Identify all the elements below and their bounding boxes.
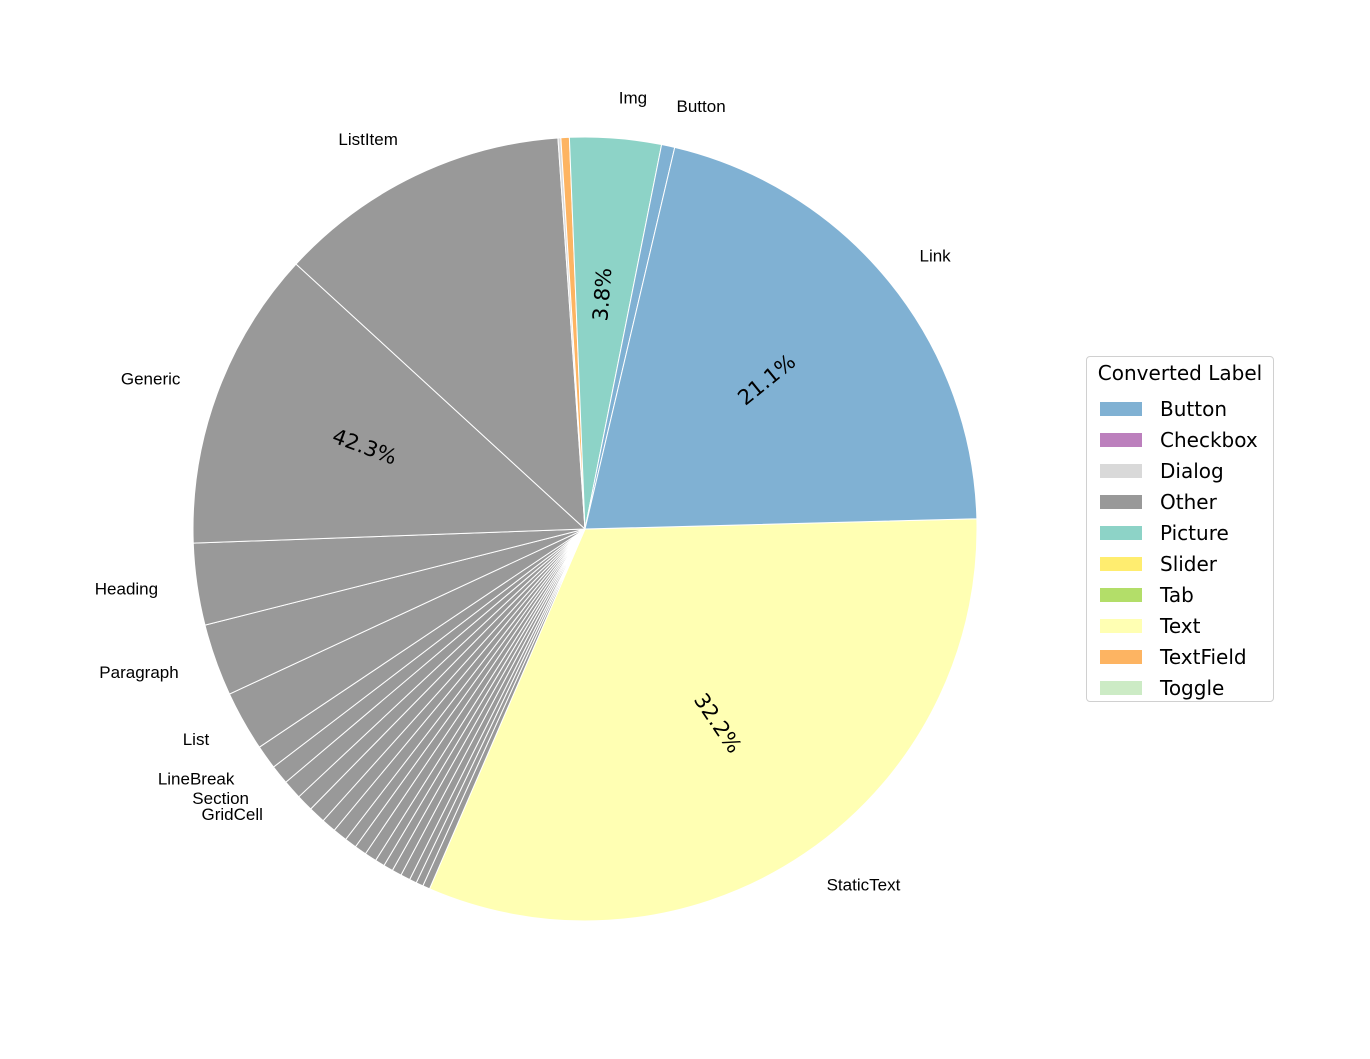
legend-label-dialog: Dialog [1160, 458, 1224, 483]
legend-label-other: Other [1160, 489, 1217, 514]
legend-swatch-text [1100, 618, 1142, 633]
legend-item-tab: Tab [1100, 579, 1258, 610]
slice-label-paragraph: Paragraph [99, 663, 178, 682]
legend-item-textfield: TextField [1100, 641, 1258, 672]
slice-label-listitem: ListItem [338, 130, 398, 149]
legend-swatch-toggle [1100, 680, 1142, 695]
pie-slice-statictext [428, 518, 978, 922]
legend-item-picture: Picture [1100, 517, 1258, 548]
legend-label-slider: Slider [1160, 551, 1218, 576]
percent-label-img: 3.8% [588, 267, 616, 322]
legend-item-button: Button [1100, 393, 1258, 424]
legend-swatch-checkbox [1100, 432, 1142, 447]
slice-label-generic: Generic [121, 369, 181, 388]
slice-label-section: Section [192, 789, 249, 808]
legend-label-tab: Tab [1160, 582, 1194, 607]
legend-list: Button Checkbox Dialog Other Picture Slider Ta… [1100, 393, 1258, 703]
legend-item-text: Text [1100, 610, 1258, 641]
legend-swatch-slider [1100, 556, 1142, 571]
slice-label-heading: Heading [95, 579, 158, 598]
legend-label-textfield: TextField [1160, 644, 1247, 669]
legend-item-other: Other [1100, 486, 1258, 517]
slice-label-img: Img [619, 89, 647, 108]
legend-item-slider: Slider [1100, 548, 1258, 579]
slice-label-button: Button [677, 97, 726, 116]
legend-label-text: Text [1160, 613, 1201, 638]
pie-slice-listitem [295, 137, 586, 531]
legend-label-checkbox: Checkbox [1160, 427, 1258, 452]
slice-label-list: List [183, 730, 210, 749]
legend-swatch-picture [1100, 525, 1142, 540]
pie-slice-generic [192, 263, 587, 544]
legend-label-picture: Picture [1160, 520, 1229, 545]
legend-title: Converted Label [1097, 361, 1263, 385]
legend-swatch-button [1100, 401, 1142, 416]
legend-label-toggle: Toggle [1160, 675, 1225, 700]
legend-swatch-tab [1100, 587, 1142, 602]
legend-swatch-textfield [1100, 649, 1142, 664]
legend-item-toggle: Toggle [1100, 672, 1258, 703]
slice-label-link: Link [920, 246, 952, 265]
legend-label-button: Button [1160, 396, 1227, 421]
slice-label-gridcell: GridCell [201, 805, 262, 824]
pie-slice-link [584, 146, 978, 530]
slice-label-statictext: StaticText [827, 876, 901, 895]
legend-item-dialog: Dialog [1100, 455, 1258, 486]
legend-swatch-other [1100, 494, 1142, 509]
legend-swatch-dialog [1100, 463, 1142, 478]
legend-item-checkbox: Checkbox [1100, 424, 1258, 455]
pie-slices [192, 136, 978, 922]
slice-label-linebreak: LineBreak [158, 769, 235, 788]
legend: Converted Label Button Checkbox Dialog Othe… [1086, 356, 1274, 702]
